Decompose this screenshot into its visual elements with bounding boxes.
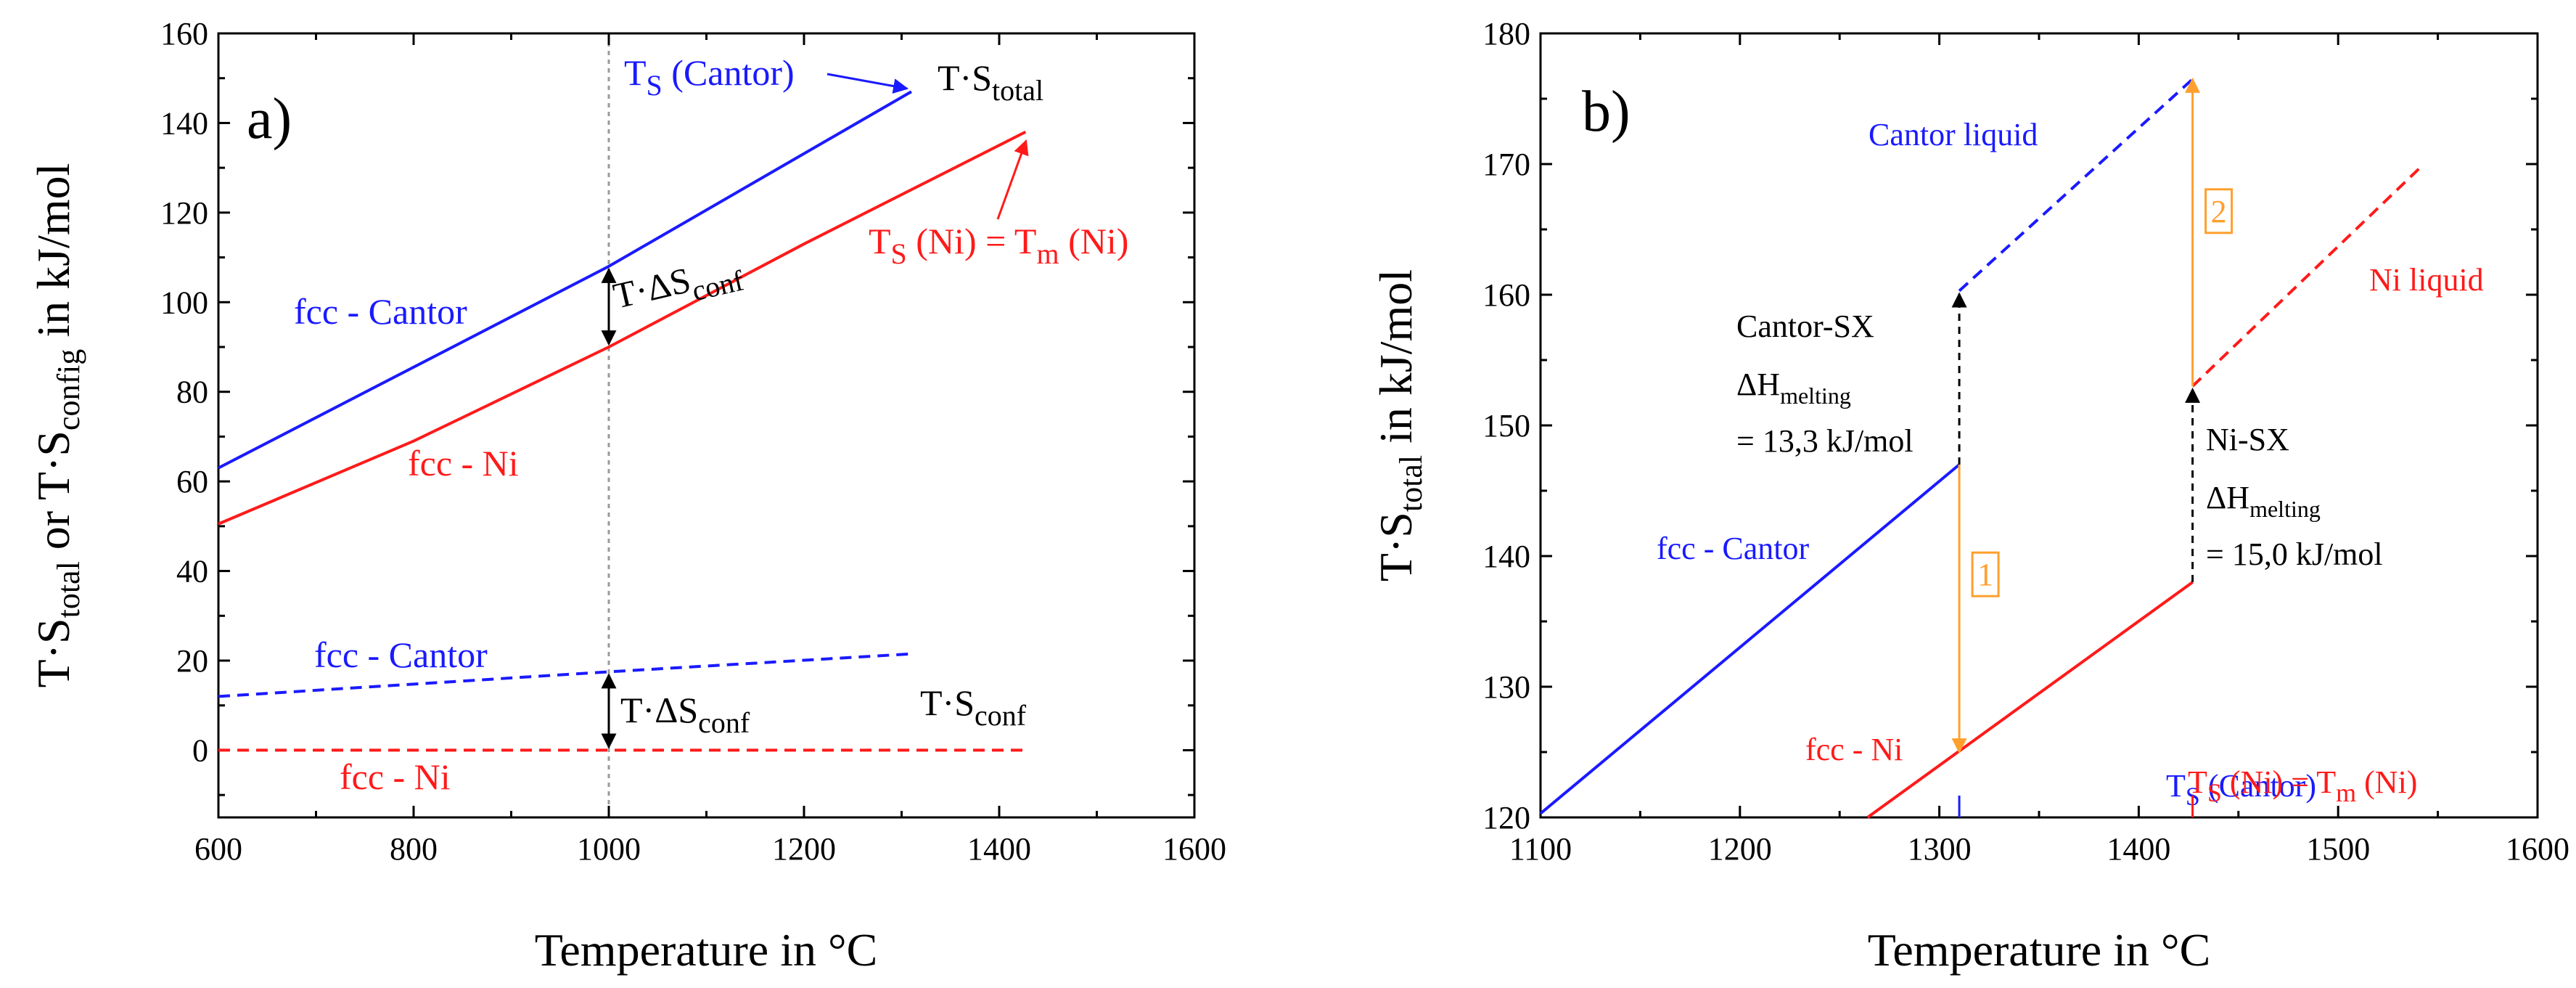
y-tick-label: 60 — [176, 464, 208, 499]
svg-text:Cantor-SX: Cantor-SX — [1736, 309, 1874, 344]
label-fcc-cantor-lower: fcc - Cantor — [314, 634, 488, 675]
x-tick-label: 1100 — [1509, 831, 1572, 867]
label-ts-total: T·Stotal — [938, 57, 1043, 107]
y-axis-title-a: T·Stotal or T·Sconfig in kJ/mol — [28, 163, 86, 688]
series-line — [1539, 463, 1961, 815]
x-tick-label: 1600 — [1162, 831, 1226, 867]
y-tick-label: 150 — [1482, 408, 1530, 444]
series-line — [218, 130, 1027, 526]
label-delta-s-conf-upper: T·ΔSconf — [610, 248, 747, 325]
x-tick-label: 600 — [194, 831, 242, 867]
panel-b: 1100 1200 1300 1400 1500 1600 120 130 140 150 160… — [1370, 16, 2569, 976]
label-ts-ni-b: TS (Ni) = Tm (Ni) — [2188, 764, 2417, 807]
x-tick-label: 1000 — [577, 831, 641, 867]
y-axis-title-b: T·Stotal in kJ/mol — [1370, 269, 1429, 581]
y-tick-label: 80 — [176, 375, 208, 410]
label-fcc-ni-upper: fcc - Ni — [408, 443, 519, 483]
x-tick-label: 1200 — [772, 831, 836, 867]
label-fcc-ni-lower: fcc - Ni — [340, 756, 451, 797]
label-ts-ni-a: TS (Ni) = Tm (Ni) — [869, 221, 1128, 270]
x-tick-label: 800 — [390, 831, 438, 867]
svg-text:= 13,3 kJ/mol: = 13,3 kJ/mol — [1736, 423, 1913, 459]
label-fcc-ni-b: fcc - Ni — [1805, 732, 1903, 767]
transition-label-box — [2204, 188, 2234, 234]
label-ts-conf: T·Sconf — [920, 682, 1027, 732]
pointer-ts-ni-a — [996, 139, 1029, 220]
svg-text:ΔHmelting: ΔHmelting — [2206, 480, 2321, 522]
transition-label-box — [1971, 551, 2000, 597]
x-axis-title-a: Temperature in °C — [535, 924, 878, 976]
series-line — [218, 652, 912, 698]
x-tick-label: 1400 — [967, 831, 1031, 867]
svg-text:= 15,0 kJ/mol: = 15,0 kJ/mol — [2206, 536, 2383, 572]
label-ni-liquid: Ni liquid — [2369, 262, 2484, 298]
label-fcc-cantor-upper: fcc - Cantor — [294, 291, 467, 332]
y-tick-label: 160 — [160, 16, 208, 52]
x-tick-label: 1200 — [1708, 831, 1772, 867]
y-tick-label: 140 — [160, 105, 208, 141]
label-fcc-cantor-b: fcc - Cantor — [1657, 531, 1809, 566]
y-tick-label: 0 — [192, 732, 208, 768]
series-line — [218, 90, 912, 470]
y-tick-label: 160 — [1482, 277, 1530, 313]
y-ticks-a: 0 20 40 60 80 100 120 140 160 — [160, 16, 1194, 796]
series-line — [1958, 78, 2194, 293]
x-ticks-b: 1100 1200 1300 1400 1500 1600 — [1509, 33, 2569, 867]
panel-label-a: a) — [247, 87, 292, 151]
y-tick-label: 180 — [1482, 16, 1530, 52]
annotation-ni-sx: Ni-SX ΔHmelting = 15,0 kJ/mol — [2206, 422, 2383, 572]
plot-frame-a — [217, 32, 1196, 819]
y-tick-label: 120 — [160, 195, 208, 231]
svg-text:ΔHmelting: ΔHmelting — [1736, 367, 1851, 409]
series-b — [1539, 78, 2425, 819]
x-axis-title-b: Temperature in °C — [1868, 924, 2211, 976]
x-tick-label: 1300 — [1908, 831, 1972, 867]
x-ticks-a: 600 800 1000 1200 1400 1600 — [194, 33, 1226, 867]
label-delta-s-conf-lower: T·ΔSconf — [620, 690, 750, 739]
transition-label: 2 — [2211, 194, 2227, 229]
y-tick-label: 40 — [176, 554, 208, 589]
melting-arrows-b: 12 — [1951, 77, 2234, 754]
panel-a: 600 800 1000 1200 1400 1600 0 20 40 60 80 100 120 14… — [28, 16, 1226, 976]
y-tick-label: 130 — [1482, 669, 1530, 705]
plot-frame-b — [1539, 32, 2539, 819]
y-tick-label: 140 — [1482, 539, 1530, 574]
y-tick-label: 20 — [176, 643, 208, 679]
label-cantor-liquid: Cantor liquid — [1869, 117, 2038, 152]
transition-label: 1 — [1977, 557, 1993, 592]
pointer-ts-cantor-a — [826, 73, 909, 94]
series-line — [1866, 581, 2194, 819]
x-tick-label: 1500 — [2306, 831, 2370, 867]
label-ts-cantor-b: TS (Cantor) — [2166, 768, 2316, 811]
series-line — [2191, 163, 2425, 388]
panel-label-b: b) — [1582, 80, 1630, 144]
y-tick-label: 170 — [1482, 147, 1530, 182]
x-tick-label: 1600 — [2506, 831, 2569, 867]
annotation-cantor-sx: Cantor-SX ΔHmelting = 13,3 kJ/mol — [1736, 309, 1913, 459]
series-a — [218, 90, 1027, 752]
y-tick-label: 120 — [1482, 800, 1530, 836]
label-ts-cantor-a: TS (Cantor) — [624, 52, 795, 102]
y-ticks-b: 120 130 140 150 160 170 180 — [1482, 16, 2538, 836]
x-tick-label: 1400 — [2107, 831, 2170, 867]
svg-text:Ni-SX: Ni-SX — [2206, 422, 2289, 457]
y-tick-label: 100 — [160, 285, 208, 320]
